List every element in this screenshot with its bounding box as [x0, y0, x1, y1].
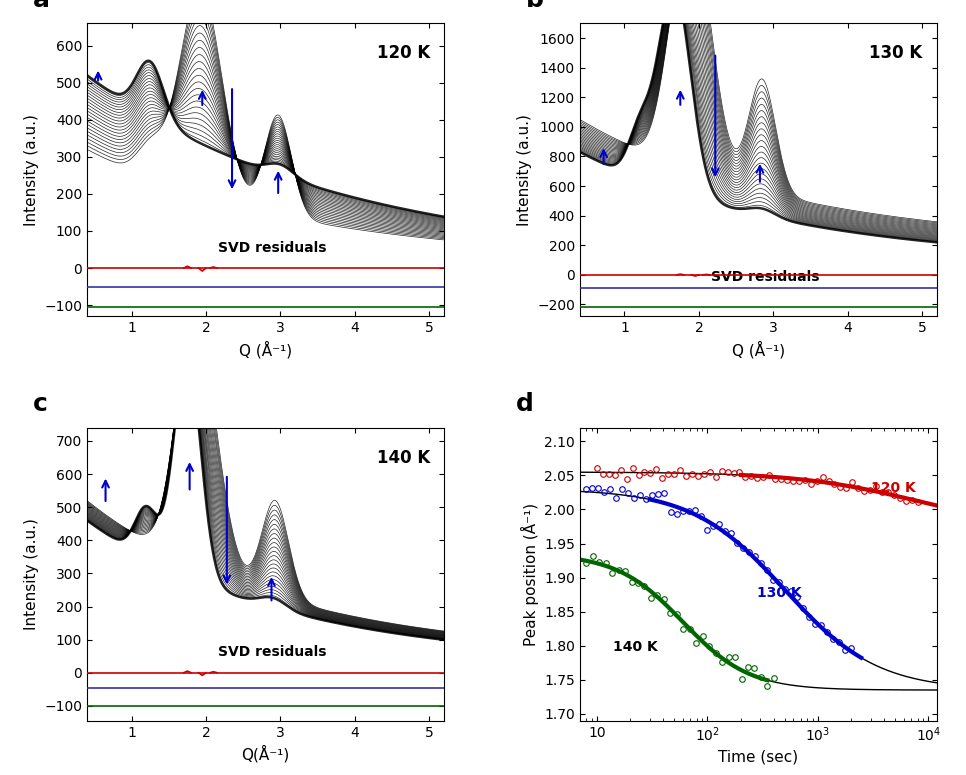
Text: SVD residuals: SVD residuals: [218, 646, 327, 660]
Y-axis label: Intensity (a.u.): Intensity (a.u.): [517, 114, 531, 226]
Y-axis label: Peak position (Å⁻¹): Peak position (Å⁻¹): [521, 503, 539, 646]
X-axis label: Q (Å⁻¹): Q (Å⁻¹): [732, 341, 785, 358]
X-axis label: Q (Å⁻¹): Q (Å⁻¹): [239, 341, 292, 358]
X-axis label: Time (sec): Time (sec): [719, 749, 799, 765]
Text: 120 K: 120 K: [870, 481, 915, 495]
Text: 120 K: 120 K: [377, 44, 430, 63]
Text: 140 K: 140 K: [613, 640, 658, 654]
Text: 140 K: 140 K: [377, 449, 430, 467]
Text: a: a: [34, 0, 50, 12]
Text: d: d: [516, 392, 533, 416]
Text: SVD residuals: SVD residuals: [218, 241, 327, 255]
Y-axis label: Intensity (a.u.): Intensity (a.u.): [23, 114, 39, 226]
Text: SVD residuals: SVD residuals: [711, 270, 820, 284]
Text: b: b: [526, 0, 544, 12]
X-axis label: Q(Å⁻¹): Q(Å⁻¹): [242, 746, 290, 763]
Text: c: c: [34, 392, 48, 416]
Y-axis label: Intensity (a.u.): Intensity (a.u.): [23, 518, 39, 630]
Text: 130 K: 130 K: [869, 44, 923, 63]
Text: 130 K: 130 K: [756, 586, 802, 600]
